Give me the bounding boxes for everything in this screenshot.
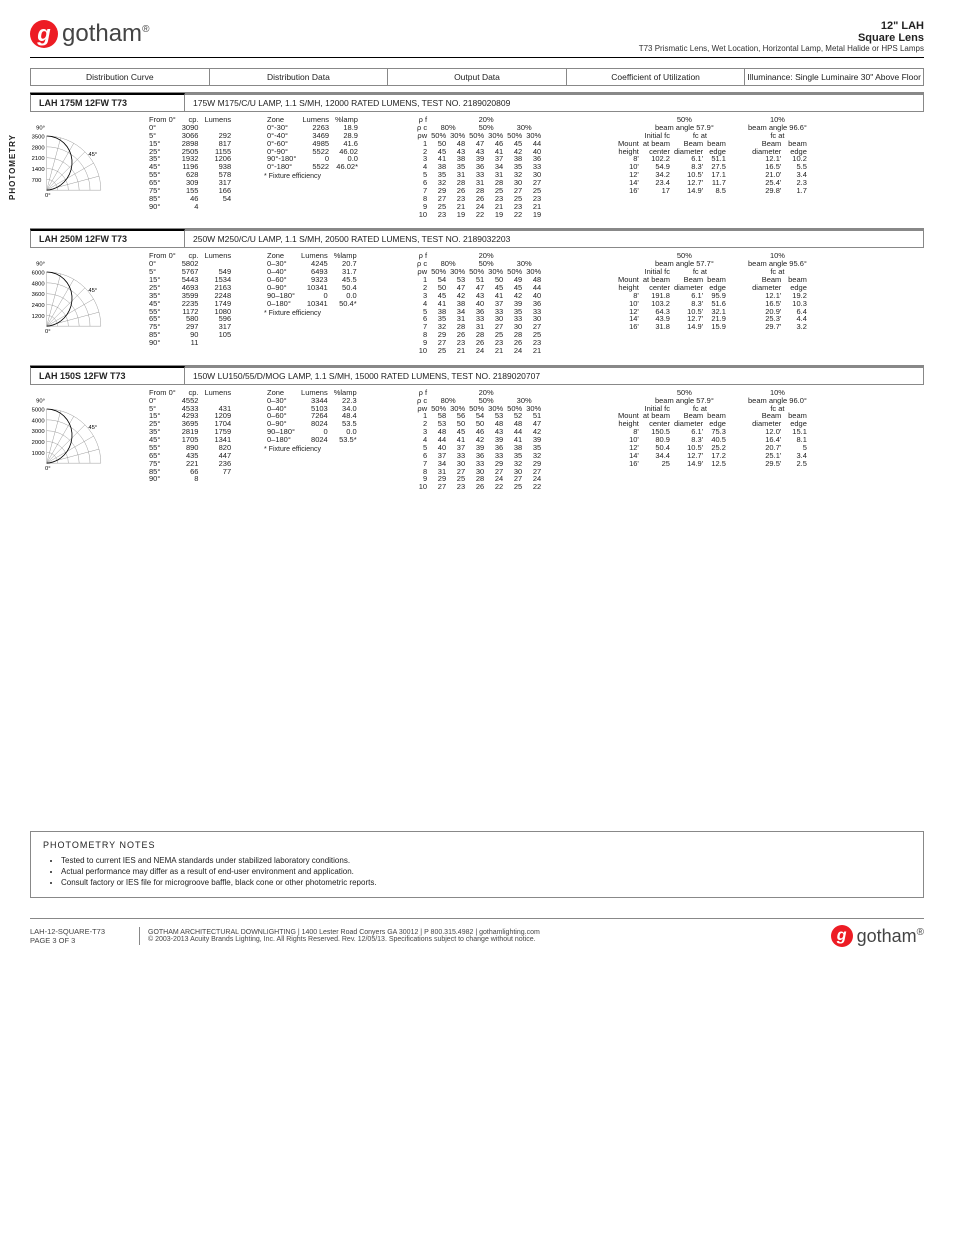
- tab: Distribution Data: [210, 69, 389, 85]
- product-name: LAH 150S 12FW T73: [30, 366, 185, 385]
- svg-text:4000: 4000: [32, 418, 46, 424]
- distribution-data: From 0°cp.Lumens0°30905°306629215°289881…: [146, 116, 258, 211]
- cu-data: ρ f20%ρ c80%50%30%ρw50%30%50%30%50%30%15…: [415, 252, 610, 354]
- svg-text:0°: 0°: [45, 193, 51, 199]
- svg-text:90°: 90°: [36, 398, 45, 404]
- brand-name: gotham®: [62, 20, 149, 48]
- distribution-curve: 90° 45° 0° 700 1400 2100 2800 3500: [30, 116, 140, 208]
- svg-text:0°: 0°: [45, 329, 51, 335]
- product-block: LAH 250M 12FW T73 250W M250/C/U LAMP, 1.…: [30, 228, 924, 354]
- footer-left: LAH-12-SQUARE-T73 PAGE 3 OF 3: [30, 927, 140, 945]
- footer-page: PAGE 3 OF 3: [30, 936, 133, 945]
- cu-data: ρ f20%ρ c80%50%30%ρw50%30%50%30%50%30%15…: [415, 389, 610, 491]
- brand-logo: g gotham®: [30, 20, 149, 48]
- svg-text:2400: 2400: [32, 303, 46, 309]
- distribution-curve: 90° 45° 0° 1200 2400 3600 4800 6000: [30, 252, 140, 344]
- page-footer: LAH-12-SQUARE-T73 PAGE 3 OF 3 GOTHAM ARC…: [30, 918, 924, 947]
- output-data: ZoneLumens%lamp0–30°334422.30–40°510334.…: [264, 389, 409, 453]
- svg-text:90°: 90°: [36, 262, 45, 268]
- footer-code: LAH-12-SQUARE-T73: [30, 927, 133, 936]
- svg-text:0°: 0°: [45, 466, 51, 472]
- svg-text:3600: 3600: [32, 293, 46, 299]
- svg-text:5000: 5000: [32, 407, 46, 413]
- svg-text:90°: 90°: [36, 125, 45, 131]
- note-item: Tested to current IES and NEMA standards…: [61, 856, 911, 865]
- illuminance-data: 50%beam angle 57.7°Initial fcfc atMounta…: [616, 252, 866, 331]
- product-title: 12" LAH: [639, 20, 924, 32]
- note-item: Consult factory or IES file for microgro…: [61, 878, 911, 887]
- svg-text:6000: 6000: [32, 271, 46, 277]
- product-desc: 175W M175/C/U LAMP, 1.1 S/MH, 12000 RATE…: [185, 93, 924, 112]
- footer-line2: © 2003-2013 Acuity Brands Lighting, Inc.…: [148, 936, 831, 943]
- section-tabs: Distribution CurveDistribution DataOutpu…: [30, 68, 924, 86]
- tab: Output Data: [388, 69, 567, 85]
- svg-text:1400: 1400: [32, 167, 46, 173]
- distribution-curve: 90° 45° 0° 1000 2000 3000 4000 5000: [30, 389, 140, 481]
- product-name: LAH 175M 12FW T73: [30, 93, 185, 112]
- footer-logo-icon: g: [831, 925, 853, 947]
- footer-mid: GOTHAM ARCHITECTURAL DOWNLIGHTING | 1400…: [140, 929, 831, 943]
- distribution-data: From 0°cp.Lumens0°45525°453343115°429312…: [146, 389, 258, 484]
- notes-title: PHOTOMETRY NOTES: [43, 840, 911, 850]
- svg-text:2100: 2100: [32, 156, 46, 162]
- note-item: Actual performance may differ as a resul…: [61, 867, 911, 876]
- svg-text:2800: 2800: [32, 145, 46, 151]
- svg-text:700: 700: [32, 178, 42, 184]
- tab: Distribution Curve: [31, 69, 210, 85]
- svg-text:4800: 4800: [32, 282, 46, 288]
- product-block: LAH 150S 12FW T73 150W LU150/55/D/MOG LA…: [30, 365, 924, 491]
- product-subtitle: Square Lens: [639, 32, 924, 44]
- svg-text:45°: 45°: [88, 425, 97, 431]
- product-block: LAH 175M 12FW T73 175W M175/C/U LAMP, 1.…: [30, 92, 924, 218]
- product-desc: 150W LU150/55/D/MOG LAMP, 1.1 S/MH, 1500…: [185, 366, 924, 385]
- notes-list: Tested to current IES and NEMA standards…: [61, 856, 911, 887]
- tab: Illuminance: Single Luminaire 30" Above …: [745, 69, 923, 85]
- svg-text:45°: 45°: [88, 152, 97, 158]
- svg-text:3500: 3500: [32, 135, 46, 141]
- output-data: ZoneLumens%lamp0°-30°226318.90°-40°34692…: [264, 116, 409, 180]
- product-description: T73 Prismatic Lens, Wet Location, Horizo…: [639, 44, 924, 53]
- product-desc: 250W M250/C/U LAMP, 1.1 S/MH, 20500 RATE…: [185, 229, 924, 248]
- product-name: LAH 250M 12FW T73: [30, 229, 185, 248]
- footer-logo: g gotham®: [831, 925, 924, 947]
- cu-data: ρ f20%ρ c80%50%30%ρw50%30%50%30%50%30%15…: [415, 116, 610, 218]
- svg-text:1200: 1200: [32, 314, 46, 320]
- distribution-data: From 0°cp.Lumens0°58025°576754915°544315…: [146, 252, 258, 347]
- svg-text:1000: 1000: [32, 451, 46, 457]
- footer-brand: gotham®: [857, 926, 924, 947]
- output-data: ZoneLumens%lamp0–30°424520.70–40°649331.…: [264, 252, 409, 316]
- svg-text:2000: 2000: [32, 440, 46, 446]
- illuminance-data: 50%beam angle 57.9°Initial fcfc atMounta…: [616, 389, 866, 468]
- logo-icon: g: [30, 20, 58, 48]
- svg-text:3000: 3000: [32, 429, 46, 435]
- header-right: 12" LAH Square Lens T73 Prismatic Lens, …: [639, 20, 924, 53]
- page-header: g gotham® 12" LAH Square Lens T73 Prisma…: [30, 20, 924, 58]
- side-label: PHOTOMETRY: [8, 134, 17, 200]
- photometry-notes: PHOTOMETRY NOTES Tested to current IES a…: [30, 831, 924, 898]
- illuminance-data: 50%beam angle 57.9°Initial fcfc atMounta…: [616, 116, 866, 195]
- tab: Coefficient of Utilization: [567, 69, 746, 85]
- svg-text:45°: 45°: [88, 288, 97, 294]
